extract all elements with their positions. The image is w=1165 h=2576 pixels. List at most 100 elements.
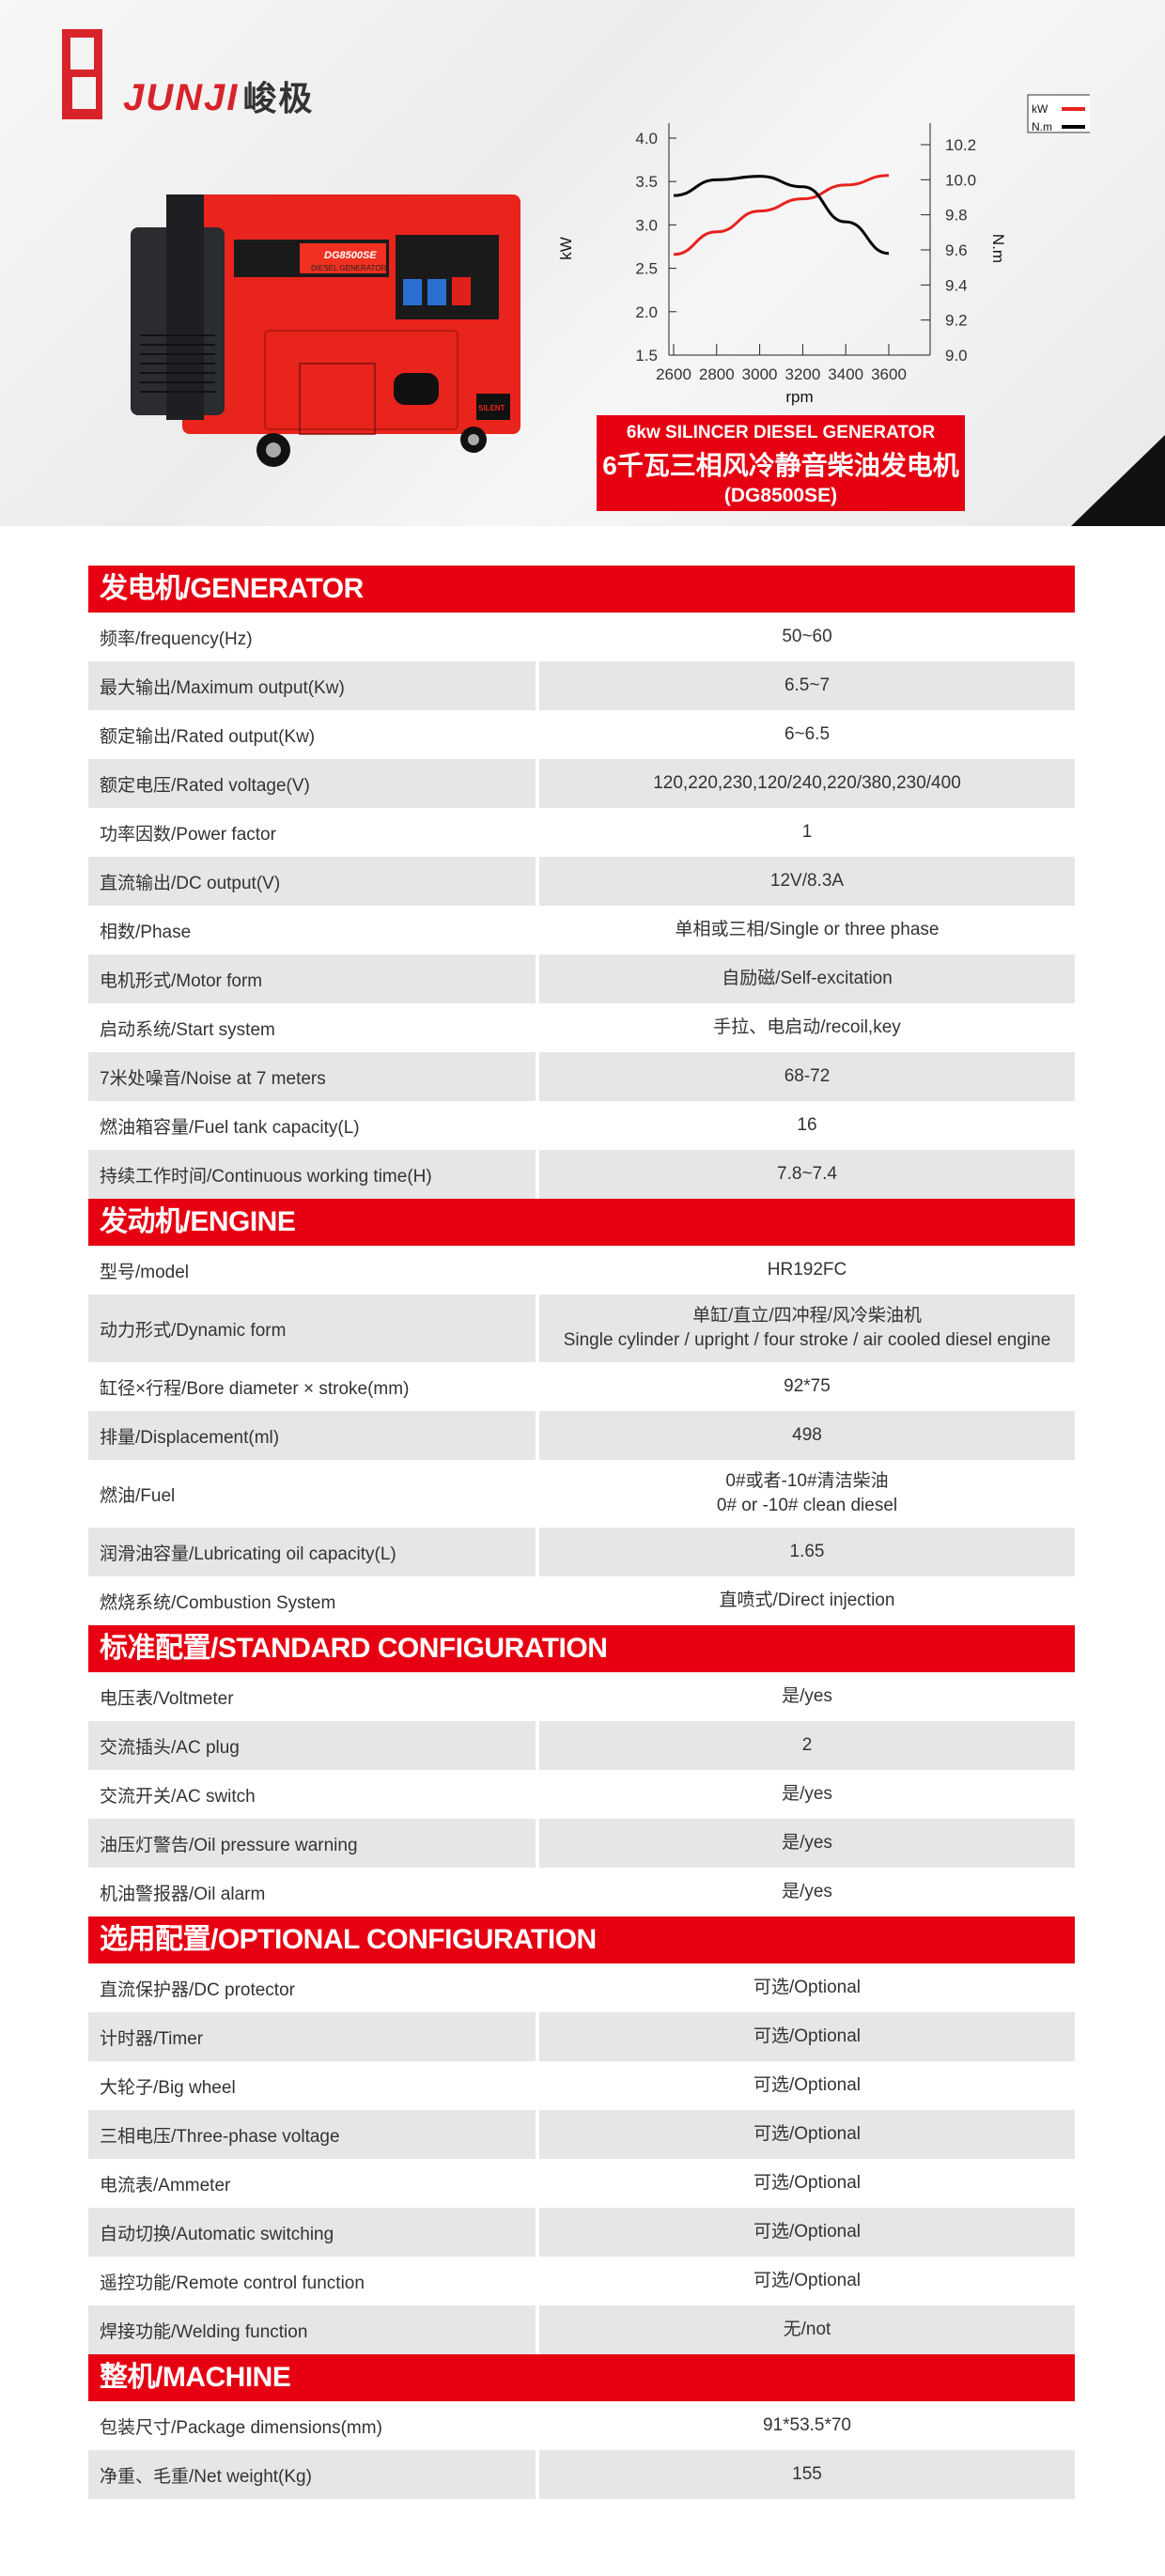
left-tick-label: 2.5 — [635, 260, 658, 278]
spec-value: 16 — [539, 1101, 1075, 1150]
spec-row: 额定电压/Rated voltage(V) 120,220,230,120/240… — [88, 759, 1075, 808]
left-tick-label: 4.0 — [635, 130, 658, 147]
generator-product-image: DG8500SE DIESEL GENERATOR SILENT — [131, 194, 520, 467]
section-header: 发电机/GENERATOR — [88, 566, 1075, 613]
spec-value-line: 可选/Optional — [753, 2222, 862, 2242]
spec-value: 可选/Optional — [539, 2012, 1075, 2061]
spec-row: 包装尺寸/Package dimensions(mm) 91*53.5*70 — [88, 2401, 1075, 2450]
spec-label: 净重、毛重/Net weight(Kg) — [88, 2450, 536, 2499]
spec-label: 电压表/Voltmeter — [100, 1688, 234, 1709]
brand-logo-text: JUNJI 峻极 — [123, 71, 314, 120]
right-tick-label: 9.4 — [945, 276, 968, 294]
spec-row: 电压表/Voltmeter 是/yes — [88, 1672, 1075, 1721]
product-title-cn: 6千瓦三相风冷静音柴油发电机 — [602, 451, 959, 480]
left-axis-label: kW — [557, 237, 575, 260]
spec-label: 大轮子/Big wheel — [100, 2077, 236, 2098]
spec-value: 可选/Optional — [539, 2208, 1075, 2257]
spec-value: 直喷式/Direct injection — [539, 1576, 1075, 1625]
spec-row: 燃油箱容量/Fuel tank capacity(L) 16 — [88, 1101, 1075, 1150]
section-header: 选用配置/OPTIONAL CONFIGURATION — [88, 1916, 1075, 1963]
spec-label: 启动系统/Start system — [100, 1019, 275, 1040]
spec-row: 三相电压/Three-phase voltage 可选/Optional — [88, 2110, 1075, 2159]
spec-label: 燃油/Fuel — [100, 1485, 176, 1506]
legend-label: N.m — [1032, 120, 1052, 133]
section-header: 整机/MACHINE — [88, 2354, 1075, 2401]
spec-value: 是/yes — [539, 1868, 1075, 1916]
section-header: 发动机/ENGINE — [88, 1199, 1075, 1246]
spec-value-line: 68-72 — [784, 1066, 831, 1086]
spec-row: 油压灯警告/Oil pressure warning 是/yes — [88, 1819, 1075, 1868]
spec-value: 可选/Optional — [539, 1963, 1075, 2012]
spec-value: 1.65 — [539, 1528, 1075, 1576]
silent-badge: SILENT — [478, 404, 505, 412]
spec-value-line: 16 — [797, 1115, 817, 1135]
spec-label: 机油警报器/Oil alarm — [100, 1884, 266, 1904]
right-tick-label: 9.2 — [945, 312, 968, 330]
spec-row: 功率因数/Power factor 1 — [88, 808, 1075, 857]
x-tick-label: 3600 — [871, 365, 907, 383]
spec-value-line: 单相或三相/Single or three phase — [675, 920, 940, 939]
spec-value: 自励磁/Self-excitation — [539, 954, 1075, 1003]
spec-row: 最大输出/Maximum output(Kw) 6.5~7 — [88, 661, 1075, 710]
x-axis-label: rpm — [785, 388, 813, 406]
corner-decoration — [1071, 435, 1165, 526]
spec-label: 最大输出/Maximum output(Kw) — [88, 661, 536, 710]
spec-value-line: 是/yes — [782, 1784, 832, 1804]
spec-label: 直流输出/DC output(V) — [88, 857, 536, 906]
spec-value: 12V/8.3A — [539, 857, 1075, 906]
spec-row: 交流开关/AC switch 是/yes — [88, 1770, 1075, 1819]
performance-chart: 4.0 3.5 3.0 2.5 2.0 1.5 10.2 10.0 9.8 9.6 9.4 9.2 9.… — [557, 94, 1090, 406]
spec-row: 电机形式/Motor form 自励磁/Self-excitation — [88, 954, 1075, 1003]
spec-row: 电流表/Ammeter 可选/Optional — [88, 2159, 1075, 2208]
legend-label: kW — [1032, 102, 1048, 116]
x-tick-label: 3400 — [828, 365, 863, 383]
spec-value-line: 50~60 — [782, 627, 832, 646]
spec-value-line: 是/yes — [782, 1686, 832, 1706]
spec-value-line: 可选/Optional — [753, 2026, 862, 2046]
spec-value-line: 498 — [792, 1425, 822, 1445]
left-tick-label: 1.5 — [635, 347, 658, 365]
spec-row: 计时器/Timer 可选/Optional — [88, 2012, 1075, 2061]
spec-label: 燃烧系统/Combustion System — [100, 1592, 336, 1613]
spec-value: 1 — [539, 808, 1075, 857]
spec-row: 自动切换/Automatic switching 可选/Optional — [88, 2208, 1075, 2257]
brand-name: JUNJI — [123, 77, 240, 118]
spec-value: 0#或者-10#清洁柴油 0# or -10# clean diesel — [539, 1460, 1075, 1528]
spec-value-line: 2 — [801, 1735, 813, 1755]
spec-row: 启动系统/Start system 手拉、电启动/recoil,key — [88, 1003, 1075, 1052]
spec-value-line: 6~6.5 — [784, 724, 831, 744]
spec-label: 频率/frequency(Hz) — [100, 628, 253, 649]
right-tick-label: 9.6 — [945, 241, 968, 259]
spec-row: 大轮子/Big wheel 可选/Optional — [88, 2061, 1075, 2110]
spec-label: 焊接功能/Welding function — [88, 2305, 536, 2354]
spec-label: 动力形式/Dynamic form — [88, 1295, 536, 1362]
spec-value: 50~60 — [539, 613, 1075, 661]
x-tick-label: 2600 — [656, 365, 691, 383]
spec-label: 燃油箱容量/Fuel tank capacity(L) — [100, 1117, 360, 1138]
right-tick-label: 9.0 — [945, 347, 968, 365]
left-tick-label: 2.0 — [635, 303, 658, 321]
spec-label: 型号/model — [100, 1262, 190, 1282]
spec-label: 交流插头/AC plug — [88, 1721, 536, 1770]
spec-row: 缸径×行程/Bore diameter × stroke(mm) 92*75 — [88, 1362, 1075, 1411]
right-tick-label: 9.8 — [945, 207, 968, 225]
spec-value: 是/yes — [539, 1770, 1075, 1819]
spec-row: 频率/frequency(Hz) 50~60 — [88, 613, 1075, 661]
spec-value-line: 12V/8.3A — [769, 871, 845, 891]
spec-row: 燃油/Fuel 0#或者-10#清洁柴油 0# or -10# clean dies… — [88, 1460, 1075, 1528]
spec-value-line: 自励磁/Self-excitation — [722, 969, 893, 988]
spec-value: 手拉、电启动/recoil,key — [539, 1003, 1075, 1052]
right-tick-label: 10.2 — [945, 136, 976, 154]
spec-value-line: 0#或者-10#清洁柴油 — [725, 1471, 889, 1491]
spec-label: 缸径×行程/Bore diameter × stroke(mm) — [100, 1378, 410, 1399]
brand-name-cn: 峻极 — [242, 79, 315, 117]
spec-value: 155 — [539, 2450, 1075, 2499]
spec-label: 包装尺寸/Package dimensions(mm) — [100, 2417, 382, 2438]
product-title-banner: 6kw SILINCER DIESEL GENERATOR 6千瓦三相风冷静音柴… — [597, 415, 965, 511]
spec-row: 排量/Displacement(ml) 498 — [88, 1411, 1075, 1460]
spec-label: 相数/Phase — [100, 922, 192, 942]
spec-label: 三相电压/Three-phase voltage — [88, 2110, 536, 2159]
spec-value-line: 手拉、电启动/recoil,key — [713, 1017, 901, 1037]
spec-value: 498 — [539, 1411, 1075, 1460]
spec-value-line: 可选/Optional — [753, 2173, 862, 2193]
